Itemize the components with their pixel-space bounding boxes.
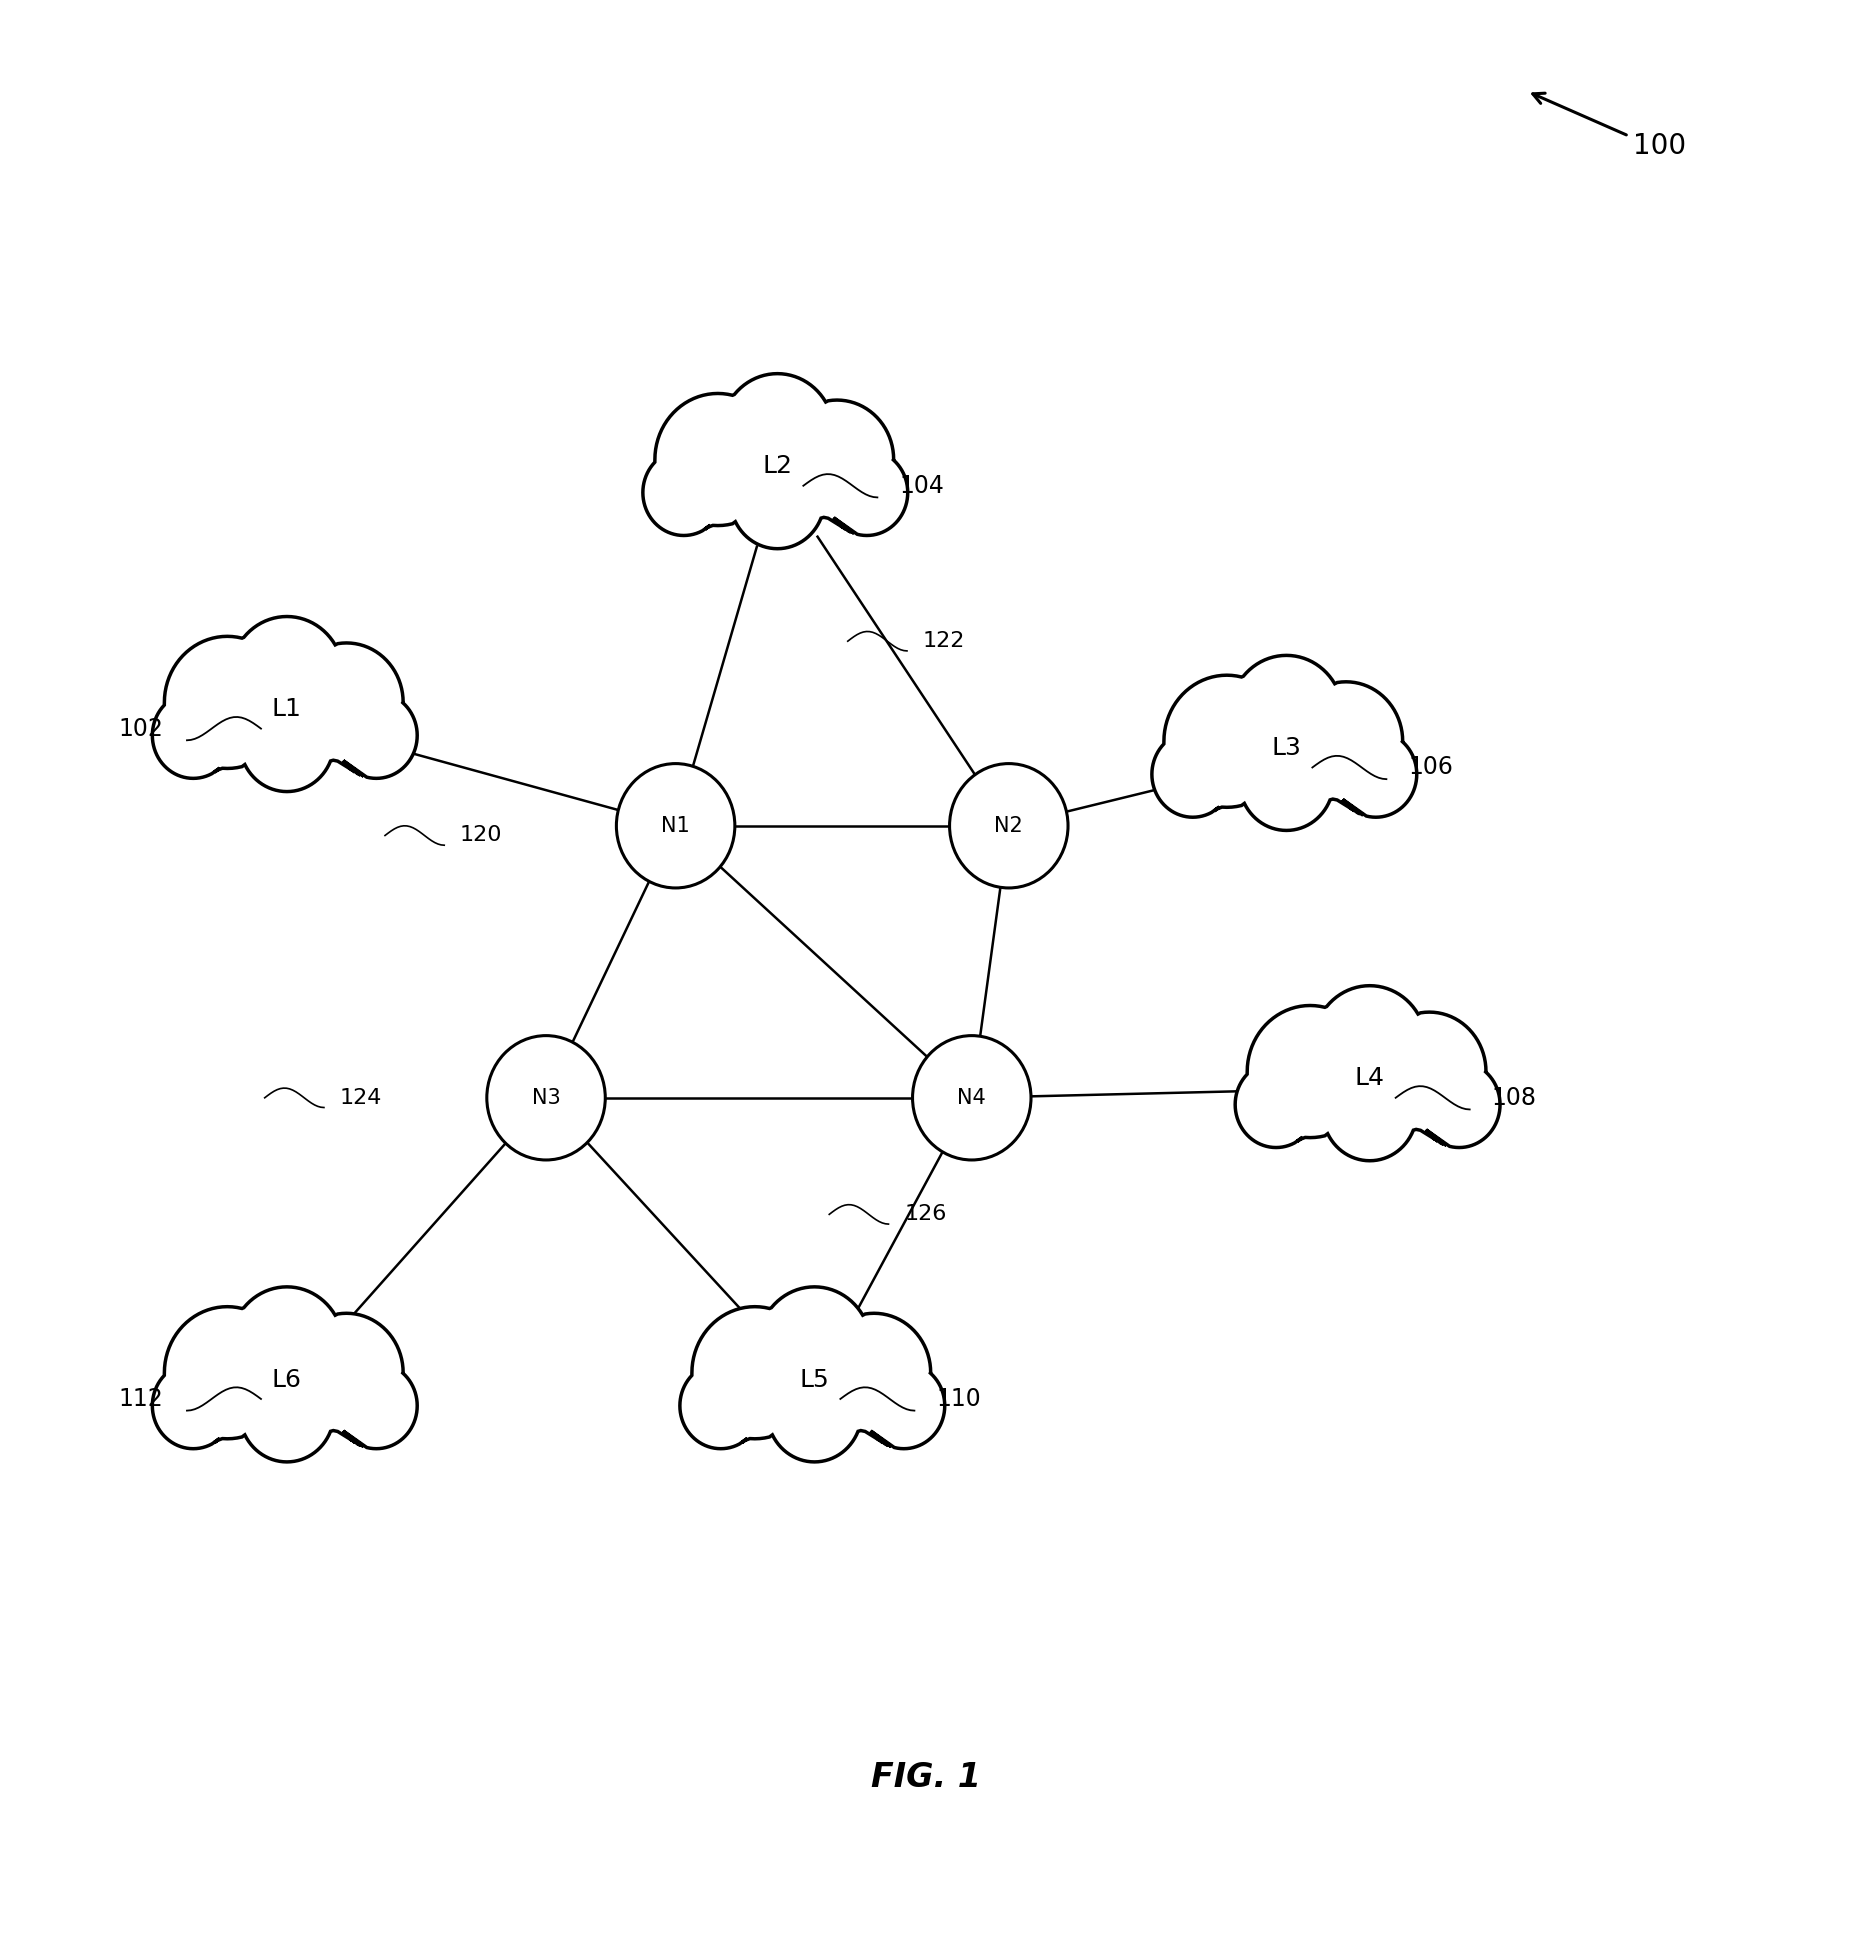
Circle shape — [616, 764, 735, 888]
Text: N3: N3 — [531, 1088, 561, 1108]
Text: 124: 124 — [341, 1088, 381, 1108]
Text: 106: 106 — [1409, 756, 1453, 779]
Text: 104: 104 — [900, 474, 944, 497]
Text: 102: 102 — [118, 717, 163, 740]
Text: L3: L3 — [1272, 736, 1301, 760]
Circle shape — [487, 1036, 605, 1160]
Text: 108: 108 — [1492, 1086, 1536, 1109]
Text: 100: 100 — [1633, 132, 1686, 159]
Text: FIG. 1: FIG. 1 — [870, 1762, 981, 1793]
Text: 120: 120 — [461, 826, 502, 845]
Polygon shape — [642, 373, 907, 548]
Text: L1: L1 — [272, 698, 302, 721]
Circle shape — [913, 1036, 1031, 1160]
Text: N1: N1 — [661, 816, 690, 835]
Polygon shape — [1151, 655, 1416, 830]
Text: L4: L4 — [1355, 1067, 1385, 1090]
Polygon shape — [1235, 985, 1499, 1160]
Text: N2: N2 — [994, 816, 1024, 835]
Text: 112: 112 — [118, 1387, 163, 1411]
Text: N4: N4 — [957, 1088, 987, 1108]
Text: L6: L6 — [272, 1368, 302, 1391]
Polygon shape — [152, 1286, 416, 1461]
Polygon shape — [679, 1286, 944, 1461]
Text: 122: 122 — [924, 631, 964, 651]
Polygon shape — [152, 616, 416, 791]
Text: L2: L2 — [763, 455, 792, 478]
Circle shape — [950, 764, 1068, 888]
Text: 110: 110 — [937, 1387, 981, 1411]
Text: 126: 126 — [905, 1205, 946, 1224]
Text: L5: L5 — [800, 1368, 829, 1391]
